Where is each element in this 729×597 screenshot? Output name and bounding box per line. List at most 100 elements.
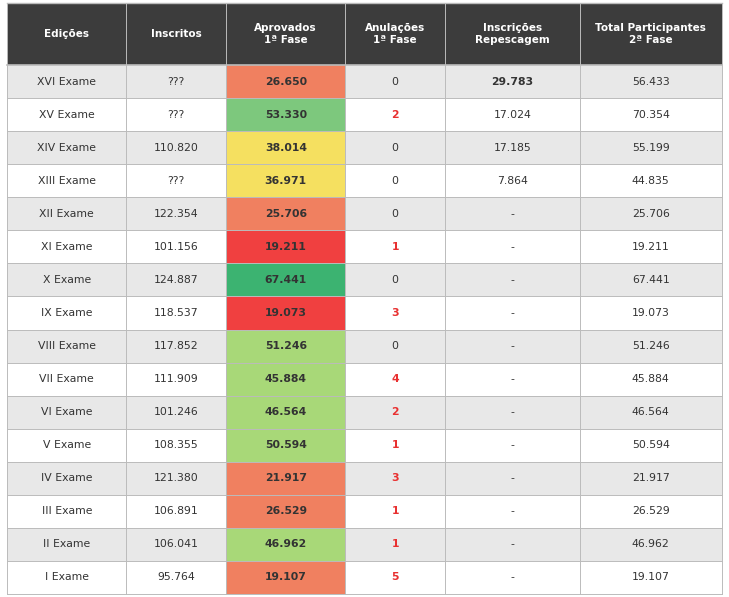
Bar [445, 495, 580, 528]
Bar [346, 131, 445, 164]
Text: -: - [510, 341, 515, 351]
Bar [7, 330, 126, 362]
Text: 51.246: 51.246 [265, 341, 307, 351]
Bar [445, 197, 580, 230]
Text: -: - [510, 308, 515, 318]
Bar [126, 429, 226, 461]
Text: 70.354: 70.354 [632, 110, 670, 119]
Text: 26.650: 26.650 [265, 76, 307, 87]
Bar [226, 396, 346, 429]
Text: 0: 0 [391, 143, 399, 153]
Text: II Exame: II Exame [43, 540, 90, 549]
Bar [7, 561, 126, 594]
Bar [445, 164, 580, 197]
Text: 124.887: 124.887 [154, 275, 198, 285]
Bar [580, 164, 722, 197]
Text: -: - [510, 540, 515, 549]
Text: Aprovados
1ª Fase: Aprovados 1ª Fase [254, 23, 317, 45]
Text: 122.354: 122.354 [154, 209, 198, 219]
Text: -: - [510, 506, 515, 516]
Text: 2: 2 [391, 407, 399, 417]
Text: 111.909: 111.909 [154, 374, 199, 384]
Bar [226, 98, 346, 131]
Bar [7, 362, 126, 396]
Bar [126, 297, 226, 330]
Bar [346, 197, 445, 230]
Text: 19.107: 19.107 [265, 573, 307, 583]
Text: 101.246: 101.246 [154, 407, 199, 417]
Text: -: - [510, 209, 515, 219]
Bar [580, 495, 722, 528]
Text: 45.884: 45.884 [632, 374, 669, 384]
Text: IX Exame: IX Exame [41, 308, 93, 318]
Bar [7, 297, 126, 330]
Text: 46.962: 46.962 [632, 540, 669, 549]
Bar [226, 495, 346, 528]
Text: Edições: Edições [44, 29, 90, 39]
Text: Anulações
1ª Fase: Anulações 1ª Fase [365, 23, 425, 45]
Bar [346, 362, 445, 396]
Text: 117.852: 117.852 [154, 341, 198, 351]
Bar [226, 297, 346, 330]
Text: -: - [510, 374, 515, 384]
Bar [580, 263, 722, 297]
Text: 25.706: 25.706 [265, 209, 307, 219]
Bar [445, 297, 580, 330]
Text: 45.884: 45.884 [265, 374, 307, 384]
Bar [580, 230, 722, 263]
Bar [126, 528, 226, 561]
Bar [226, 3, 346, 65]
Bar [7, 263, 126, 297]
Bar [346, 528, 445, 561]
Bar [445, 528, 580, 561]
Text: 26.529: 26.529 [265, 506, 307, 516]
Bar [226, 65, 346, 98]
Text: -: - [510, 407, 515, 417]
Text: 110.820: 110.820 [154, 143, 199, 153]
Text: 3: 3 [391, 308, 399, 318]
Bar [580, 396, 722, 429]
Text: XIII Exame: XIII Exame [38, 176, 95, 186]
Bar [126, 495, 226, 528]
Text: 21.917: 21.917 [632, 473, 669, 484]
Text: 101.156: 101.156 [154, 242, 199, 252]
Bar [580, 98, 722, 131]
Bar [226, 263, 346, 297]
Bar [445, 98, 580, 131]
Text: VIII Exame: VIII Exame [38, 341, 95, 351]
Bar [580, 429, 722, 461]
Bar [445, 429, 580, 461]
Bar [126, 197, 226, 230]
Text: 67.441: 67.441 [632, 275, 669, 285]
Text: -: - [510, 573, 515, 583]
Text: 55.199: 55.199 [632, 143, 669, 153]
Text: 51.246: 51.246 [632, 341, 669, 351]
Bar [580, 528, 722, 561]
Text: XII Exame: XII Exame [39, 209, 94, 219]
Bar [346, 330, 445, 362]
Bar [7, 461, 126, 495]
Bar [580, 297, 722, 330]
Text: X Exame: X Exame [43, 275, 91, 285]
Bar [7, 65, 126, 98]
Text: 0: 0 [391, 176, 399, 186]
Bar [445, 362, 580, 396]
Bar [346, 429, 445, 461]
Bar [7, 396, 126, 429]
Bar [226, 429, 346, 461]
Text: 19.073: 19.073 [632, 308, 670, 318]
Bar [445, 131, 580, 164]
Bar [346, 230, 445, 263]
Bar [226, 197, 346, 230]
Bar [346, 98, 445, 131]
Text: 29.783: 29.783 [491, 76, 534, 87]
Text: 26.529: 26.529 [632, 506, 669, 516]
Bar [346, 495, 445, 528]
Bar [126, 98, 226, 131]
Text: -: - [510, 473, 515, 484]
Text: 17.024: 17.024 [494, 110, 531, 119]
Bar [126, 131, 226, 164]
Bar [445, 561, 580, 594]
Text: 95.764: 95.764 [157, 573, 195, 583]
Text: 36.971: 36.971 [265, 176, 307, 186]
